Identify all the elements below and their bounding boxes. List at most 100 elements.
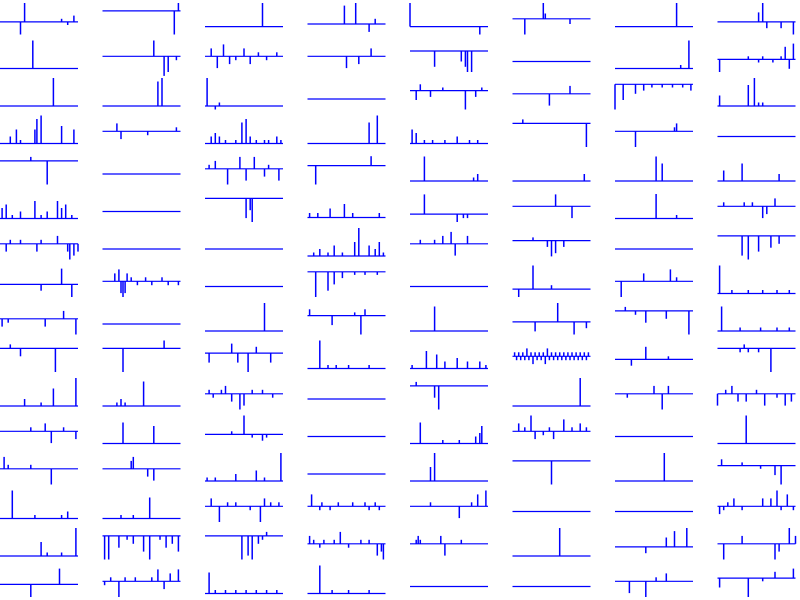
panel-r10-c4 <box>410 381 488 410</box>
panel-r14-c4 <box>410 535 488 556</box>
panel-r11-c7 <box>717 415 796 445</box>
panel-r15-c2 <box>205 572 283 595</box>
panel-r1-c7 <box>717 43 796 72</box>
panel-r5-c6 <box>615 194 693 220</box>
panel-r12-c1 <box>102 456 181 481</box>
panel-r3-c5 <box>512 119 591 147</box>
panel-r6-c3 <box>307 228 386 257</box>
panel-r4-c2 <box>205 156 283 185</box>
panel-r5-c4 <box>410 194 488 222</box>
panel-r13-c7 <box>717 490 796 515</box>
panel-r0-c6 <box>615 3 693 28</box>
panel-r1-c1 <box>102 40 181 76</box>
panel-r4-c6 <box>615 156 693 182</box>
panel-r13-c0 <box>0 490 78 520</box>
panel-r10-c7 <box>716 385 796 406</box>
panel-r6-c4 <box>410 231 488 256</box>
panel-r11-c2 <box>205 415 283 441</box>
panel-r9-c6 <box>615 346 693 366</box>
panel-r8-c4 <box>410 306 488 332</box>
panel-r6-c5 <box>512 237 591 257</box>
panel-r0-c4 <box>409 3 488 35</box>
panel-r9-c1 <box>102 340 181 372</box>
panel-r2-c1 <box>102 78 181 107</box>
panel-r7-c6 <box>615 269 693 297</box>
panel-r7-c7 <box>717 265 796 295</box>
panel-r14-c2 <box>205 531 283 560</box>
panel-r8-c3 <box>307 309 386 335</box>
panel-r0-c5 <box>512 3 591 35</box>
panel-r10-c5 <box>512 378 591 407</box>
panel-r4-c3 <box>307 156 386 185</box>
panel-r2-c0 <box>0 78 78 107</box>
panel-r11-c4 <box>410 422 488 445</box>
panel-r13-c1 <box>102 497 181 520</box>
panel-r7-c3 <box>307 271 386 297</box>
panel-r15-c3 <box>307 565 386 595</box>
panel-r10-c2 <box>205 385 283 410</box>
panel-r2-c2 <box>205 78 283 110</box>
panel-r9-c2 <box>205 343 283 372</box>
panel-r1-c4 <box>410 50 488 72</box>
panel-r12-c2 <box>205 453 283 482</box>
panel-r10-c0 <box>0 378 78 407</box>
panel-r12-c0 <box>0 456 78 485</box>
panel-r12-c6 <box>615 453 693 482</box>
panel-r14-c6 <box>615 528 693 554</box>
panel-r15-c6 <box>615 573 693 597</box>
panel-r6-c7 <box>717 235 796 260</box>
panel-r12-c4 <box>410 453 488 482</box>
panel-r0-c7 <box>717 3 796 35</box>
panel-r2-c4 <box>410 84 488 110</box>
panel-r5-c2 <box>205 197 283 222</box>
panel-r0-c0 <box>0 3 78 35</box>
panel-r11-c0 <box>0 423 78 444</box>
panel-r14-c7 <box>717 528 797 560</box>
panel-r8-c5 <box>512 303 591 335</box>
panel-r5-c5 <box>512 194 591 219</box>
panel-r13-c2 <box>205 498 283 522</box>
panel-r14-c3 <box>307 531 386 560</box>
panel-r5-c3 <box>307 204 386 219</box>
panel-r4-c7 <box>717 163 796 182</box>
panel-r4-c0 <box>0 156 78 185</box>
panel-r3-c0 <box>0 115 78 145</box>
panel-r8-c2 <box>205 303 283 332</box>
panel-r4-c5 <box>512 174 591 182</box>
panel-r2-c6 <box>614 83 693 110</box>
panel-r14-c1 <box>102 535 181 560</box>
panel-r6-c0 <box>0 235 79 260</box>
panel-r15-c7 <box>717 568 796 597</box>
panel-r1-c3 <box>307 48 386 69</box>
panel-r15-c0 <box>0 568 78 597</box>
panel-r5-c7 <box>717 198 796 219</box>
panel-r10-c6 <box>615 385 693 410</box>
panel-r13-c4 <box>410 490 488 519</box>
panel-r3-c1 <box>102 123 181 140</box>
panel-r9-c4 <box>410 351 488 370</box>
panel-r14-c5 <box>512 528 591 557</box>
panel-r12-c7 <box>717 459 796 485</box>
panel-r4-c4 <box>410 156 488 182</box>
panel-r0-c2 <box>205 3 283 28</box>
panel-r0-c1 <box>102 3 181 35</box>
panel-r9-c5 <box>512 348 591 365</box>
panel-r2-c5 <box>512 85 591 106</box>
panel-r15-c1 <box>102 569 181 597</box>
panel-r7-c1 <box>102 269 181 297</box>
panel-r9-c0 <box>0 344 78 372</box>
panel-r9-c3 <box>307 340 386 370</box>
panel-r14-c0 <box>0 528 78 557</box>
panel-r3-c3 <box>307 115 386 145</box>
panel-r2-c7 <box>717 78 796 107</box>
panel-r8-c7 <box>717 306 796 332</box>
panel-r9-c7 <box>717 344 796 372</box>
panel-r11-c1 <box>102 422 181 445</box>
panel-r3-c4 <box>410 129 488 145</box>
panel-r8-c0 <box>0 310 78 335</box>
panel-r1-c0 <box>0 40 78 70</box>
panel-r10-c1 <box>102 381 181 407</box>
panel-r3-c2 <box>205 119 283 145</box>
panel-r7-c0 <box>0 268 78 297</box>
